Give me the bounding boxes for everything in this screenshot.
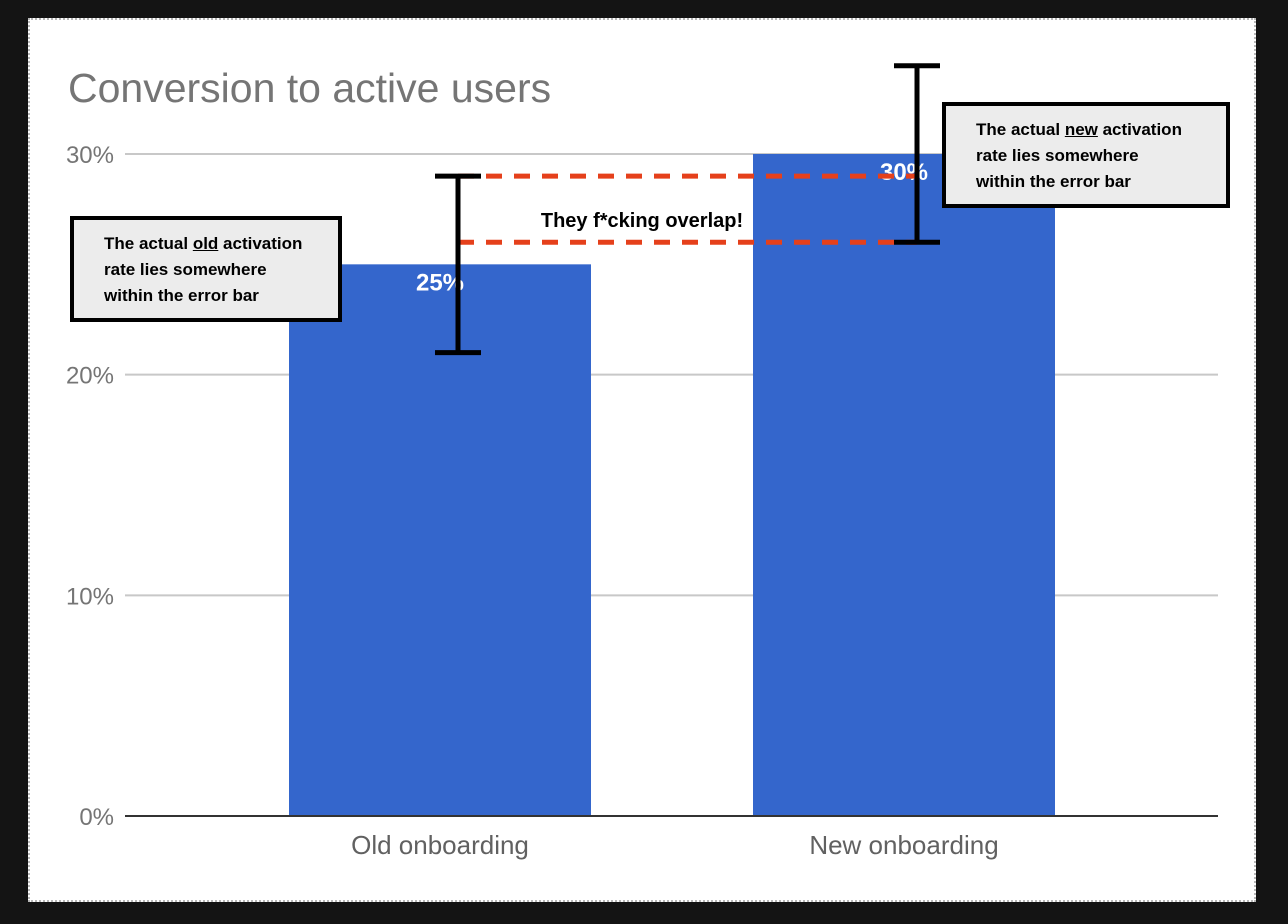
y-tick-label: 20% — [66, 363, 114, 390]
x-axis: Old onboarding New onboarding — [125, 815, 1218, 860]
callout-text: activation — [218, 234, 303, 253]
new-rate-callout: The actual new activation rate lies some… — [942, 102, 1230, 208]
old-rate-callout: The actual old activation rate lies some… — [70, 216, 342, 322]
callout-text: The actual — [104, 234, 193, 253]
callout-line: rate lies somewhere — [104, 260, 267, 279]
bar-chart: Conversion to active users 0% 10% 20% 30% 2… — [66, 63, 1218, 860]
chart-title: Conversion to active users — [68, 65, 551, 111]
callout-emphasis: new — [1064, 120, 1098, 139]
y-tick-label: 10% — [66, 583, 114, 610]
callout-text: The actual — [976, 120, 1065, 139]
bars: 25%30% — [289, 154, 1055, 816]
y-tick-label: 30% — [66, 142, 114, 169]
x-category-label: New onboarding — [809, 830, 998, 860]
overlap-label: They f*cking overlap! — [541, 210, 743, 232]
data-label: 30% — [880, 159, 928, 186]
bar — [289, 264, 591, 816]
y-tick-label: 0% — [79, 804, 114, 831]
bar — [753, 154, 1055, 816]
callout-line: within the error bar — [104, 286, 259, 305]
callout-line: within the error bar — [976, 172, 1131, 191]
x-category-label: Old onboarding — [351, 830, 529, 860]
callout-line: The actual old activation — [104, 231, 338, 257]
overlap-annotation: They f*cking overlap! — [458, 173, 917, 245]
callout-text: activation — [1097, 120, 1182, 139]
y-axis: 0% 10% 20% 30% — [66, 142, 114, 831]
error-bars — [435, 63, 940, 356]
callout-emphasis: old — [192, 234, 219, 253]
chart-canvas: Conversion to active users 0% 10% 20% 30% 2… — [28, 18, 1256, 902]
callout-line: rate lies somewhere — [976, 146, 1139, 165]
callout-line: The actual new activation — [976, 117, 1226, 143]
